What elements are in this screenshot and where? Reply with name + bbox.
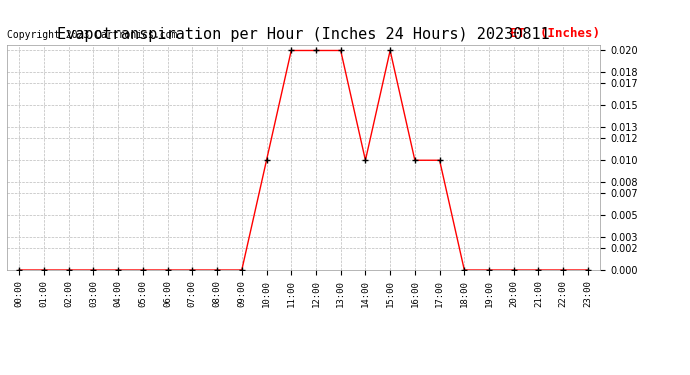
Title: Evapotranspiration per Hour (Inches 24 Hours) 20230811: Evapotranspiration per Hour (Inches 24 H… xyxy=(57,27,550,42)
Text: ET  (Inches): ET (Inches) xyxy=(511,27,600,40)
Text: Copyright 2023 Cartronics.com: Copyright 2023 Cartronics.com xyxy=(7,30,177,40)
